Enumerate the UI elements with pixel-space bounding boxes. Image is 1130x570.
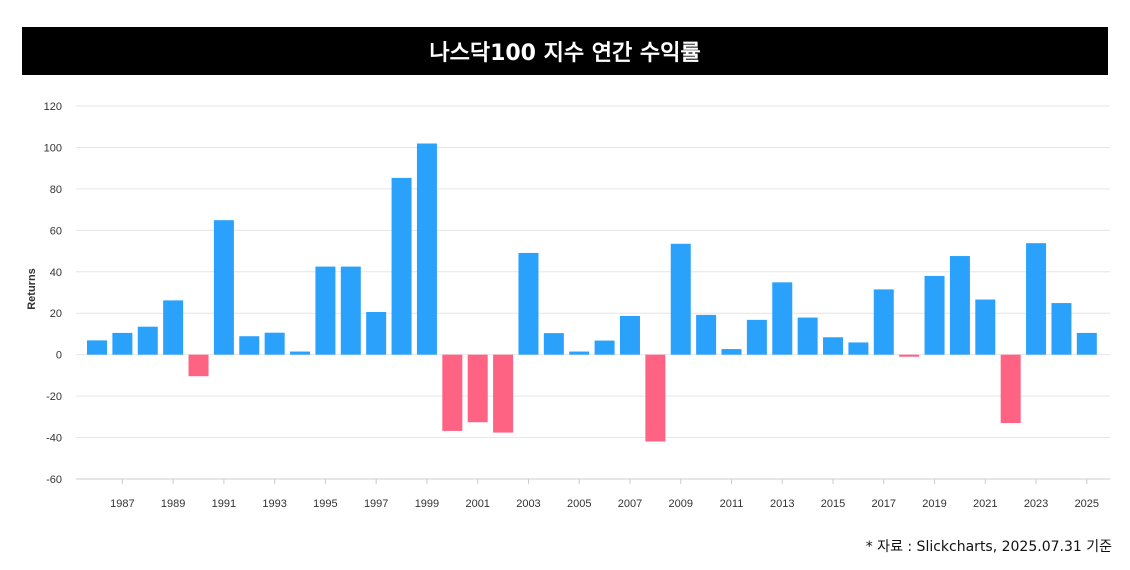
- bar-2005: [569, 351, 590, 355]
- x-tick-label: 2003: [516, 498, 540, 510]
- bar-1993: [264, 332, 285, 355]
- bar-2002: [493, 354, 514, 433]
- y-tick-label: 60: [50, 225, 62, 237]
- bar-2019: [924, 275, 945, 355]
- bar-1994: [290, 351, 311, 355]
- bar-2015: [823, 337, 844, 355]
- x-tick-label: 2001: [465, 498, 489, 510]
- y-tick-label: -20: [46, 391, 62, 403]
- bar-2013: [772, 282, 793, 355]
- bar-1988: [137, 326, 158, 355]
- x-tick-label: 1987: [110, 498, 134, 510]
- bar-2000: [442, 354, 463, 431]
- bar-2016: [848, 342, 869, 355]
- bar-1987: [112, 332, 133, 355]
- x-tick-label: 1995: [313, 498, 337, 510]
- y-tick-label: 20: [50, 308, 62, 320]
- y-axis-label: Returns: [26, 268, 38, 310]
- bar-2021: [975, 299, 996, 355]
- bar-1999: [416, 143, 437, 355]
- y-tick-label: 80: [50, 184, 62, 196]
- bar-1989: [163, 300, 184, 355]
- y-tick-label: 0: [56, 350, 62, 362]
- bar-2014: [797, 317, 818, 355]
- bar-1997: [366, 311, 387, 355]
- bar-2010: [696, 314, 717, 355]
- y-tick-label: -40: [46, 433, 62, 445]
- bar-2023: [1026, 243, 1047, 355]
- y-tick-label: 120: [44, 101, 62, 113]
- bar-2007: [619, 315, 640, 355]
- x-tick-label: 2011: [720, 498, 744, 510]
- bar-2024: [1051, 303, 1072, 355]
- x-tick-label: 1991: [212, 498, 236, 510]
- y-tick-label: 100: [44, 142, 62, 154]
- y-axis-ticks: 120 100 80 60 40 20 0 -20 -40 -60: [44, 101, 62, 486]
- x-tick-label: 2007: [618, 498, 642, 510]
- bar-2012: [746, 319, 767, 355]
- bar-2008: [645, 354, 666, 442]
- bar-2001: [467, 354, 488, 423]
- bar-1990: [188, 354, 209, 377]
- x-tick-label: 1997: [364, 498, 388, 510]
- bar-1995: [315, 266, 336, 355]
- source-note: * 자료 : Slickcharts, 2025.07.31 기준: [865, 539, 1112, 555]
- bar-2022: [1000, 354, 1021, 424]
- bar-2025: [1076, 332, 1097, 355]
- x-tick-label: 2009: [668, 498, 692, 510]
- bar-2006: [594, 340, 615, 355]
- x-tick-label: 1999: [415, 498, 439, 510]
- y-tick-label: 40: [50, 267, 62, 279]
- x-tick-label: 1989: [161, 498, 185, 510]
- x-tick-label: 2023: [1024, 498, 1048, 510]
- x-axis-ticks: 1987 1989 1991 1993 1995 1997 1999 2001 2003 2005…: [110, 479, 1099, 510]
- bar-1991: [213, 220, 234, 355]
- bar-2009: [670, 243, 691, 355]
- bar-2017: [873, 289, 894, 355]
- chart-title: 나스닥100 지수 연간 수익률: [429, 41, 701, 66]
- x-tick-label: 2005: [567, 498, 591, 510]
- x-tick-label: 2015: [821, 498, 845, 510]
- chart-title-bar: 나스닥100 지수 연간 수익률: [22, 27, 1108, 75]
- x-tick-label: 2013: [770, 498, 794, 510]
- bars: [87, 143, 1097, 442]
- x-tick-label: 2025: [1075, 498, 1099, 510]
- bar-1998: [391, 177, 412, 355]
- y-tick-label: -60: [46, 474, 62, 486]
- bar-2011: [721, 349, 742, 355]
- x-tick-label: 2019: [922, 498, 946, 510]
- x-tick-label: 2017: [872, 498, 896, 510]
- bar-1992: [239, 336, 260, 355]
- bar-2004: [543, 333, 564, 355]
- bar-2020: [949, 256, 970, 355]
- bar-1996: [340, 266, 361, 355]
- x-tick-label: 1993: [262, 498, 286, 510]
- bar-2018: [899, 354, 920, 357]
- x-tick-label: 2021: [973, 498, 997, 510]
- bar-1986: [87, 340, 107, 355]
- bar-2003: [518, 252, 539, 355]
